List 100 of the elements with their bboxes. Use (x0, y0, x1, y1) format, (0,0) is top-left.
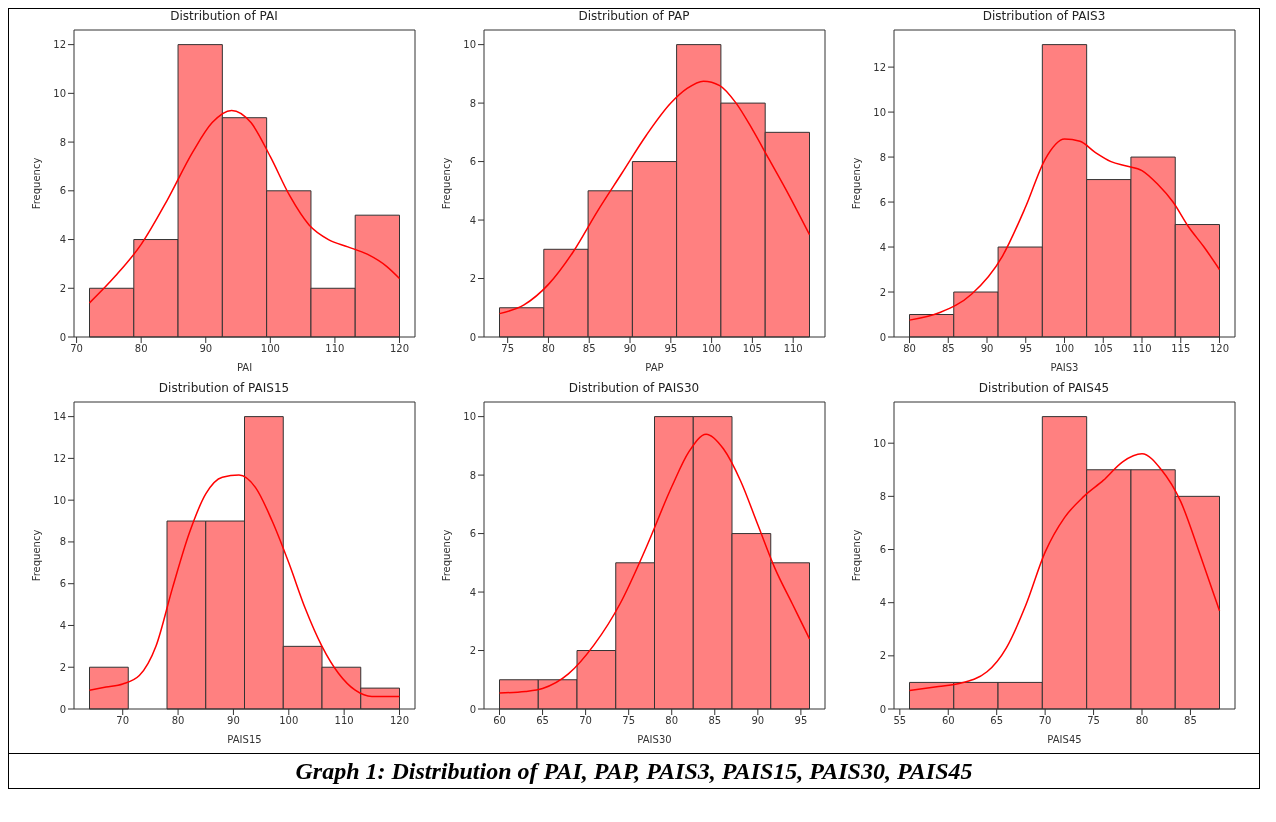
chart-title: Distribution of PAIS45 (977, 381, 1111, 397)
x-tick-label: 70 (579, 715, 592, 727)
x-tick-label: 55 (893, 715, 907, 727)
x-tick-label: 70 (116, 715, 130, 727)
x-tick-label: 90 (227, 715, 240, 727)
x-tick-label: 65 (536, 715, 549, 727)
y-tick-label: 8 (59, 136, 66, 148)
y-tick-label: 10 (463, 411, 476, 423)
y-tick-label: 4 (59, 620, 66, 632)
y-tick-label: 0 (879, 703, 886, 715)
chart-title: Distribution of PAIS3 (981, 9, 1107, 25)
x-tick-label: 120 (389, 715, 410, 727)
x-tick-label: 85 (582, 343, 596, 355)
x-tick-label: 100 (1054, 343, 1075, 355)
y-axis-title: Frequency (850, 529, 862, 582)
line-series (908, 138, 1221, 321)
x-tick-label: 80 (171, 715, 185, 727)
y-tick-label: 8 (879, 490, 886, 502)
x-tick-label: 120 (1209, 343, 1230, 355)
y-axis-title: Frequency (850, 157, 862, 210)
y-tick-label: 12 (873, 61, 886, 73)
caption: Graph 1: Distribution of PAI, PAP, PAIS3, PAIS15, PAIS30, PAIS45 (294, 757, 974, 786)
x-tick-label: 70 (70, 343, 83, 355)
y-tick-label: 6 (879, 196, 886, 208)
line-series (498, 80, 811, 315)
x-tick-label: 90 (199, 343, 213, 355)
y-tick-label: 4 (59, 234, 66, 246)
y-tick-label: 10 (873, 106, 886, 118)
y-tick-label: 6 (469, 156, 476, 168)
line-series (908, 453, 1221, 692)
y-tick-label: 2 (469, 645, 476, 657)
y-tick-label: 8 (879, 151, 886, 163)
y-tick-label: 8 (469, 97, 476, 109)
y-tick-label: 14 (53, 411, 66, 423)
y-tick-label: 10 (463, 39, 476, 51)
x-tick-label: 80 (542, 343, 555, 355)
x-tick-label: 80 (665, 715, 679, 727)
x-tick-label: 85 (708, 715, 722, 727)
x-tick-label: 105 (1093, 343, 1113, 355)
y-tick-label: 8 (59, 536, 66, 548)
x-tick-label: 105 (742, 343, 762, 355)
y-tick-label: 8 (469, 469, 476, 481)
y-tick-label: 0 (469, 331, 476, 343)
y-tick-label: 6 (59, 185, 66, 197)
x-tick-label: 95 (794, 715, 808, 727)
x-axis-title: PAI (236, 362, 253, 373)
x-tick-label: 85 (941, 343, 955, 355)
y-tick-label: 2 (59, 282, 66, 294)
y-tick-label: 10 (53, 494, 66, 506)
x-tick-label: 110 (1132, 343, 1152, 355)
y-tick-label: 0 (59, 703, 66, 715)
chart-title: Distribution of PAIS15 (157, 381, 291, 397)
y-tick-label: 4 (879, 597, 886, 609)
y-tick-label: 6 (879, 544, 886, 556)
y-axis-title: Frequency (30, 529, 42, 582)
x-tick-label: 110 (783, 343, 803, 355)
y-tick-label: 4 (469, 214, 476, 226)
y-tick-label: 0 (59, 331, 66, 343)
y-tick-label: 6 (59, 578, 66, 590)
x-tick-label: 75 (1087, 715, 1100, 727)
x-axis-title: PAP (645, 362, 664, 373)
y-tick-label: 12 (53, 39, 66, 51)
x-tick-label: 80 (903, 343, 916, 355)
x-tick-label: 110 (325, 343, 345, 355)
y-tick-label: 2 (59, 661, 66, 673)
y-axis-title: Frequency (440, 529, 452, 582)
chart-title: Distribution of PAI (169, 9, 279, 25)
x-axis-title: PAIS45 (1047, 734, 1082, 745)
x-tick-label: 115 (1171, 343, 1191, 355)
chart-title: Distribution of PAIS30 (567, 381, 701, 397)
y-tick-label: 0 (879, 331, 886, 343)
x-tick-label: 100 (702, 343, 722, 355)
y-tick-label: 6 (469, 528, 476, 540)
x-tick-label: 70 (1038, 715, 1052, 727)
x-tick-label: 60 (493, 715, 506, 727)
x-tick-label: 75 (622, 715, 636, 727)
x-axis-title: PAIS15 (227, 734, 262, 745)
x-tick-label: 95 (664, 343, 678, 355)
y-tick-label: 2 (879, 286, 886, 298)
x-axis-title: PAIS3 (1050, 362, 1079, 373)
line-series (88, 109, 401, 304)
x-axis-title: PAIS30 (637, 734, 672, 745)
x-tick-label: 65 (990, 715, 1004, 727)
y-tick-label: 0 (469, 703, 476, 715)
x-tick-label: 95 (1019, 343, 1033, 355)
x-tick-label: 100 (279, 715, 299, 727)
x-tick-label: 80 (134, 343, 148, 355)
chart-title: Distribution of PAP (577, 9, 691, 25)
x-tick-label: 85 (1184, 715, 1197, 727)
x-tick-label: 100 (260, 343, 280, 355)
y-tick-label: 2 (469, 273, 476, 285)
x-tick-label: 75 (501, 343, 515, 355)
y-tick-label: 4 (469, 586, 476, 598)
y-tick-label: 4 (879, 241, 886, 253)
x-tick-label: 60 (941, 715, 955, 727)
y-tick-label: 2 (879, 650, 886, 662)
y-tick-label: 12 (53, 452, 66, 464)
x-tick-label: 80 (1135, 715, 1149, 727)
x-tick-label: 90 (980, 343, 994, 355)
x-tick-label: 110 (334, 715, 354, 727)
